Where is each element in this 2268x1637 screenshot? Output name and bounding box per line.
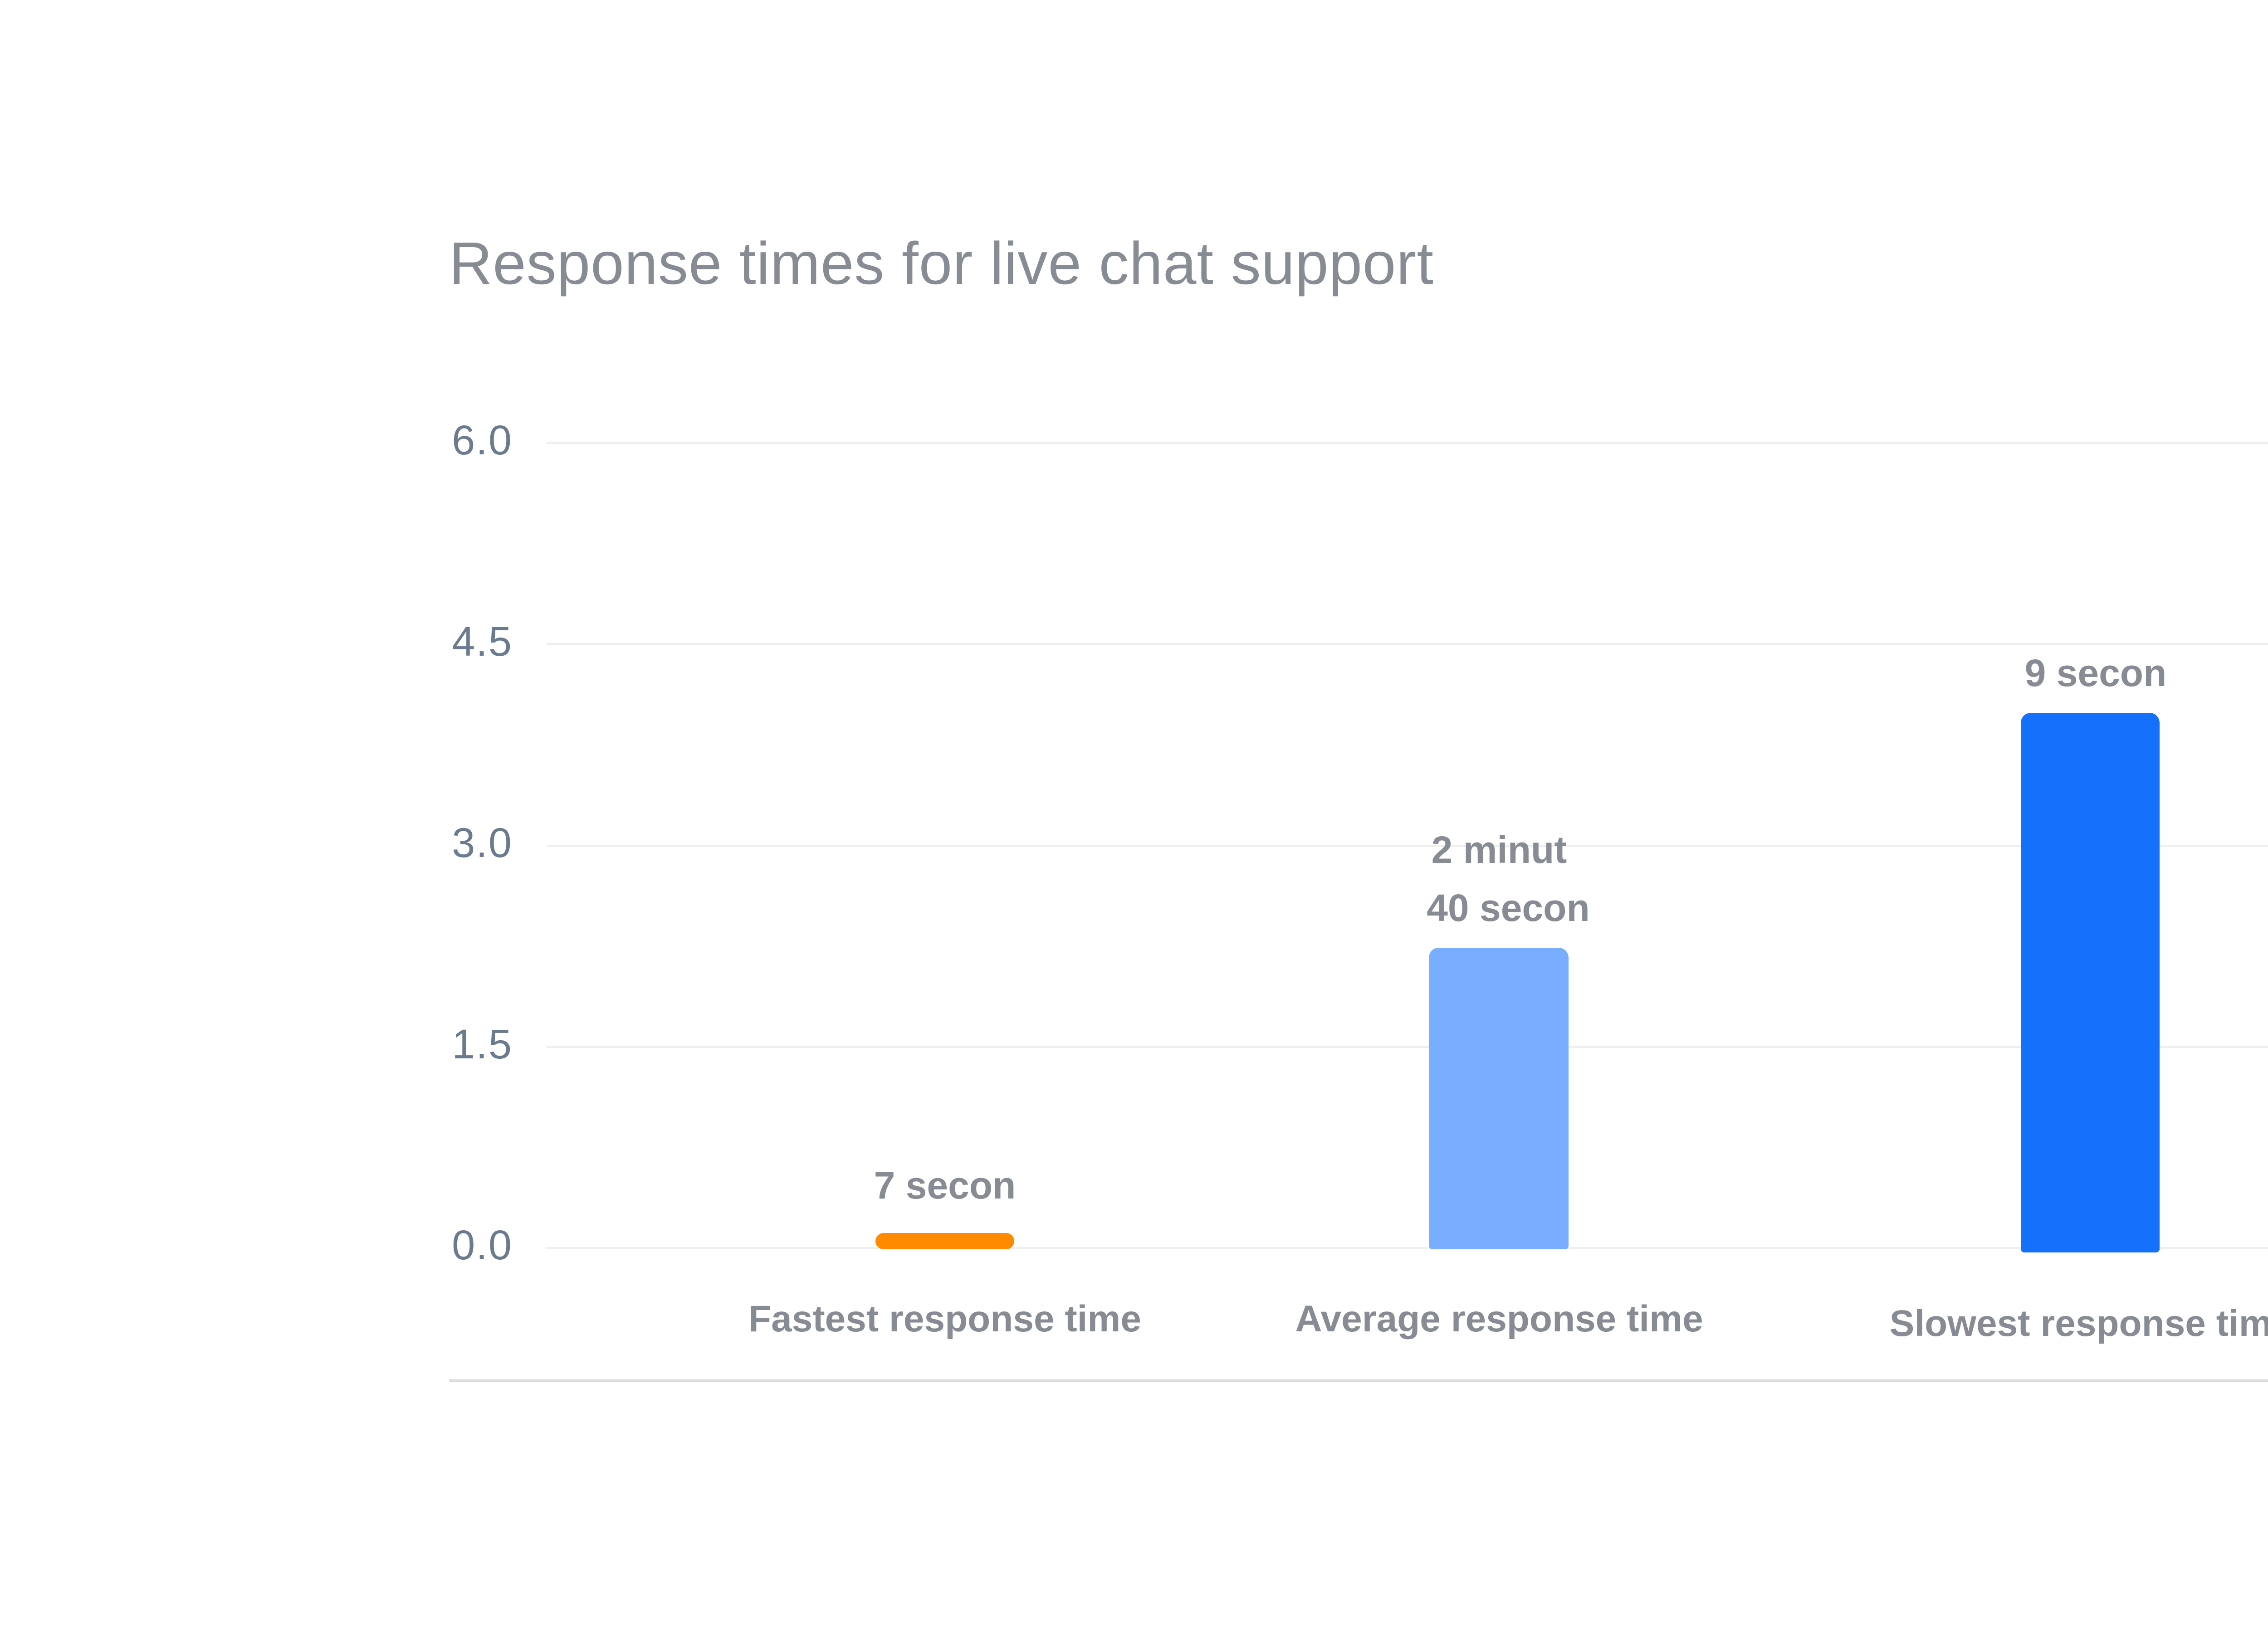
chart-title: Response times for live chat support [449, 230, 1434, 297]
x-label-slowest: Slowest response time [1889, 1303, 2268, 1344]
y-tick-label: 0.0 [452, 1222, 513, 1268]
gridline [547, 442, 2268, 444]
gridline [547, 845, 2268, 847]
bottom-divider [449, 1379, 2268, 1382]
y-tick-label: 3.0 [452, 820, 513, 866]
gridline [547, 643, 2268, 645]
gridline-baseline [547, 1247, 2268, 1249]
gridline [547, 1046, 2268, 1048]
y-tick-label: 6.0 [452, 417, 513, 463]
bar-label-line: 9 secon [2024, 652, 2167, 694]
bar-average [1429, 948, 1569, 1249]
bar-label-line: 7 secon [874, 1164, 1016, 1207]
bar-label-fastest: 7 secon [809, 1156, 1081, 1214]
y-tick-label: 4.5 [452, 619, 513, 665]
x-label-average: Average response time [1295, 1298, 1703, 1340]
bar-slowest [2021, 713, 2160, 1252]
bar-fastest [875, 1233, 1014, 1249]
bar-label-line: 40 secon [1427, 887, 1590, 929]
bar-label-slowest: 9 secon [1960, 644, 2232, 702]
bar-label-line: 2 minut [1431, 828, 1567, 871]
y-tick-label: 1.5 [452, 1021, 513, 1067]
x-label-fastest: Fastest response time [748, 1298, 1141, 1340]
bar-label-average: 2 minut 40 secon [1372, 821, 1644, 937]
